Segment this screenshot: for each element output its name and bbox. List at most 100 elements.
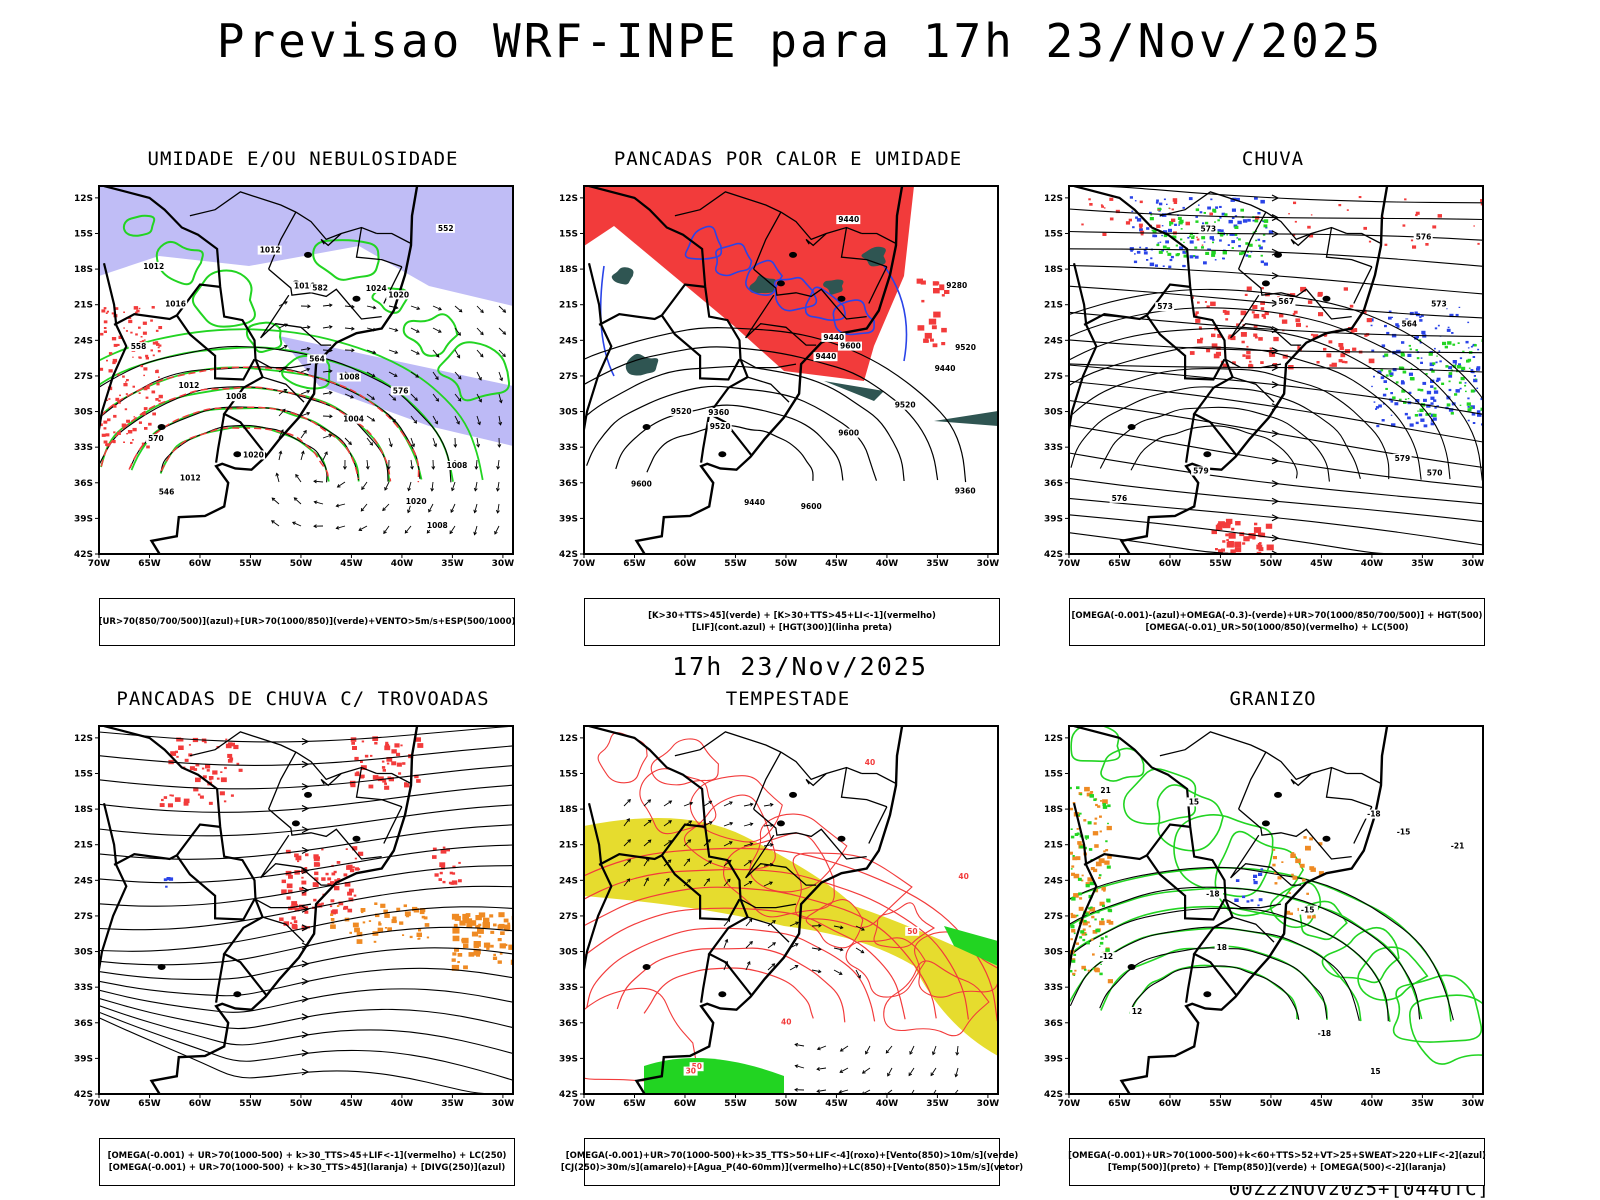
red-speckle <box>1281 319 1288 324</box>
orange-speckle <box>1090 791 1094 794</box>
state-border <box>189 191 297 217</box>
vector-head <box>626 878 631 882</box>
green-speckle <box>1079 793 1083 796</box>
wind-vector <box>643 877 649 887</box>
green-speckle <box>1418 339 1422 342</box>
blue-speckle <box>1210 198 1213 201</box>
panel-title: GRANIZO <box>1229 688 1317 710</box>
wind-vector <box>763 803 773 807</box>
label-bg <box>292 281 316 291</box>
wind-vector <box>432 305 442 311</box>
lon-label: 30W <box>977 559 1000 569</box>
red-speckle <box>1157 209 1160 211</box>
red-speckle <box>321 877 326 881</box>
red-speckle <box>1173 201 1178 204</box>
vector-head <box>449 530 453 535</box>
lake <box>837 835 846 842</box>
red-speckle <box>354 867 359 871</box>
orange-speckle <box>356 931 363 937</box>
red-speckle <box>1251 311 1255 314</box>
orange-speckle <box>1098 876 1101 879</box>
red-speckle <box>108 398 111 400</box>
green-speckle <box>1159 208 1162 210</box>
map-chuva: 57957357056757657356457957657312S15S18S2… <box>1033 185 1484 569</box>
flow-arrow <box>301 1013 310 1021</box>
contour-label: 546 <box>159 488 175 497</box>
blue-speckle <box>1219 239 1222 242</box>
blue-speckle <box>1203 261 1207 265</box>
streamline <box>99 997 513 1030</box>
red-speckle <box>1227 541 1234 546</box>
orange-speckle <box>451 964 460 971</box>
label-bg <box>953 342 978 352</box>
wind-vector <box>745 941 753 949</box>
blue-speckle <box>1227 244 1230 246</box>
green-speckle <box>1398 398 1402 401</box>
red-speckle <box>229 757 234 761</box>
orange-speckle <box>1094 844 1099 848</box>
contour-label: 1004 <box>343 415 364 424</box>
blue-speckle <box>1260 260 1264 264</box>
blue-speckle <box>163 878 168 882</box>
lake <box>1127 423 1136 430</box>
orange-speckle <box>424 923 430 927</box>
red-speckle <box>333 870 337 874</box>
blue-speckle <box>1408 391 1412 394</box>
blue-speckle <box>1209 248 1211 251</box>
lat-label: 12S <box>74 194 93 204</box>
red-speckle <box>386 757 393 762</box>
lon-label: 55W <box>1209 1099 1232 1109</box>
wind-vector <box>366 349 376 354</box>
vector-head <box>438 306 442 311</box>
red-speckle <box>1115 209 1120 214</box>
lat-label: 36S <box>559 479 578 489</box>
green-speckle <box>1087 821 1092 825</box>
coastline-west <box>1033 186 1067 554</box>
blue-speckle <box>1145 247 1148 249</box>
red-speckle <box>331 872 336 876</box>
flow-arrow <box>1271 430 1280 438</box>
orange-speckle <box>457 953 463 957</box>
red-speckle <box>158 326 163 330</box>
contour-line <box>643 967 814 1019</box>
wind-vector <box>956 1045 959 1055</box>
green-speckle <box>1180 238 1183 241</box>
state-border <box>1159 731 1267 757</box>
streamline <box>99 906 513 952</box>
red-speckle <box>176 737 182 742</box>
red-speckle <box>396 762 402 767</box>
vector-head <box>817 969 822 974</box>
orange-speckle <box>1087 921 1090 924</box>
red-speckle <box>1260 307 1265 310</box>
wind-vector <box>767 963 775 971</box>
red-speckle <box>1293 201 1297 205</box>
vector-head <box>392 419 397 423</box>
blue-speckle <box>1168 228 1172 232</box>
orange-speckle <box>473 951 479 956</box>
orange-speckle <box>417 938 420 940</box>
panel-umidade: UMIDADE E/OU NEBULOSIDADE 1008 1012 1004 10… <box>63 148 543 646</box>
green-speckle <box>1460 376 1465 381</box>
green-speckle <box>1214 221 1216 223</box>
blue-speckle <box>1430 396 1435 400</box>
green-speckle <box>1089 794 1094 798</box>
red-speckle <box>1346 209 1349 211</box>
contour-line <box>646 424 814 481</box>
blue-speckle <box>1430 379 1435 383</box>
red-speckle <box>132 356 134 358</box>
red-speckle <box>122 375 125 378</box>
vector-head <box>668 800 673 804</box>
red-speckle <box>157 346 160 349</box>
wind-vector <box>278 408 286 417</box>
vector-head <box>480 309 484 314</box>
lon-label: 40W <box>391 559 414 569</box>
red-speckle <box>230 742 235 747</box>
streamline <box>99 865 513 907</box>
orange-speckle <box>1307 915 1312 919</box>
red-speckle <box>184 758 189 762</box>
vector-head <box>908 1072 912 1077</box>
coastline-west <box>63 726 97 1094</box>
orange-speckle <box>1108 921 1114 925</box>
label-bg <box>1315 1028 1335 1038</box>
